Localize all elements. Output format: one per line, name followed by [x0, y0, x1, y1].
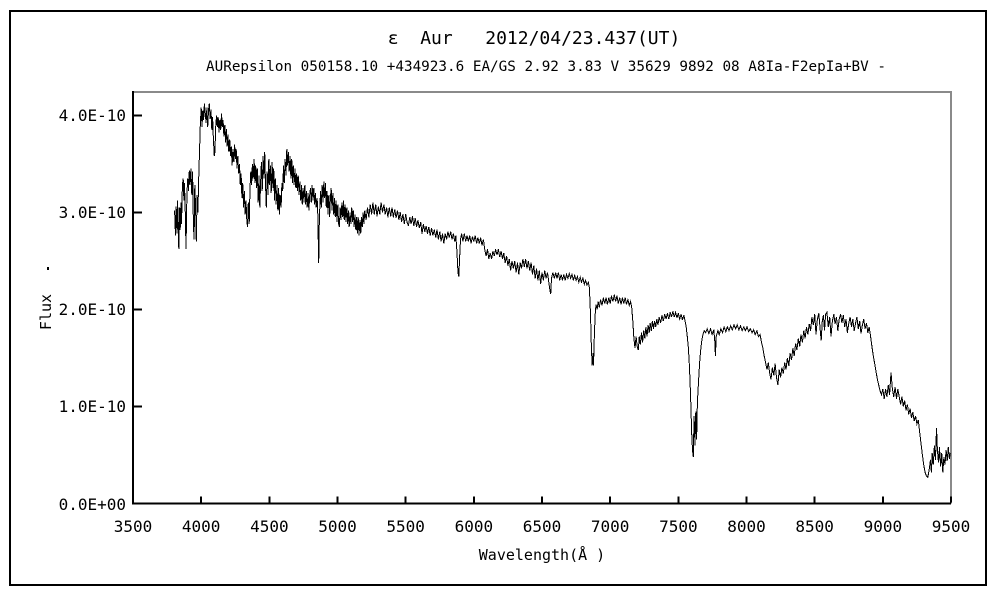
x-tick-label: 7000 [590, 517, 630, 536]
x-tick-label: 4000 [181, 517, 221, 536]
y-tick-label: 3.0E-10 [58, 203, 126, 223]
x-tick-label: 4500 [250, 517, 289, 536]
x-tick-label: 5000 [318, 517, 357, 536]
x-tick-label: 7500 [659, 517, 698, 536]
x-tick-label: 6500 [522, 517, 562, 536]
plot-frame-top-right [133, 91, 952, 504]
y-tick-label: 2.0E-10 [58, 300, 126, 320]
x-tick-label: 3500 [113, 517, 153, 536]
outer-border [9, 10, 987, 586]
x-tick-label: 8000 [727, 517, 766, 536]
x-tick-label: 9500 [931, 517, 971, 536]
spectrum-line [174, 103, 951, 479]
y-tick-label: 1.0E-10 [58, 397, 126, 417]
stray-mark-dot [47, 267, 49, 270]
chart-title: ε Aur 2012/04/23.437(UT) [387, 28, 681, 49]
chart-subtitle: AURepsilon 050158.10 +434923.6 EA/GS 2.9… [206, 59, 886, 75]
y-tick-label: 0.0E+00 [58, 494, 126, 514]
x-tick-label: 6000 [454, 517, 494, 536]
y-tick-label: 4.0E-10 [58, 106, 126, 126]
x-tick-label: 8500 [795, 517, 834, 536]
x-tick-label: 5500 [386, 517, 425, 536]
x-axis-title: Wavelength(Å ) [478, 546, 606, 564]
x-tick-label: 9000 [863, 517, 903, 536]
